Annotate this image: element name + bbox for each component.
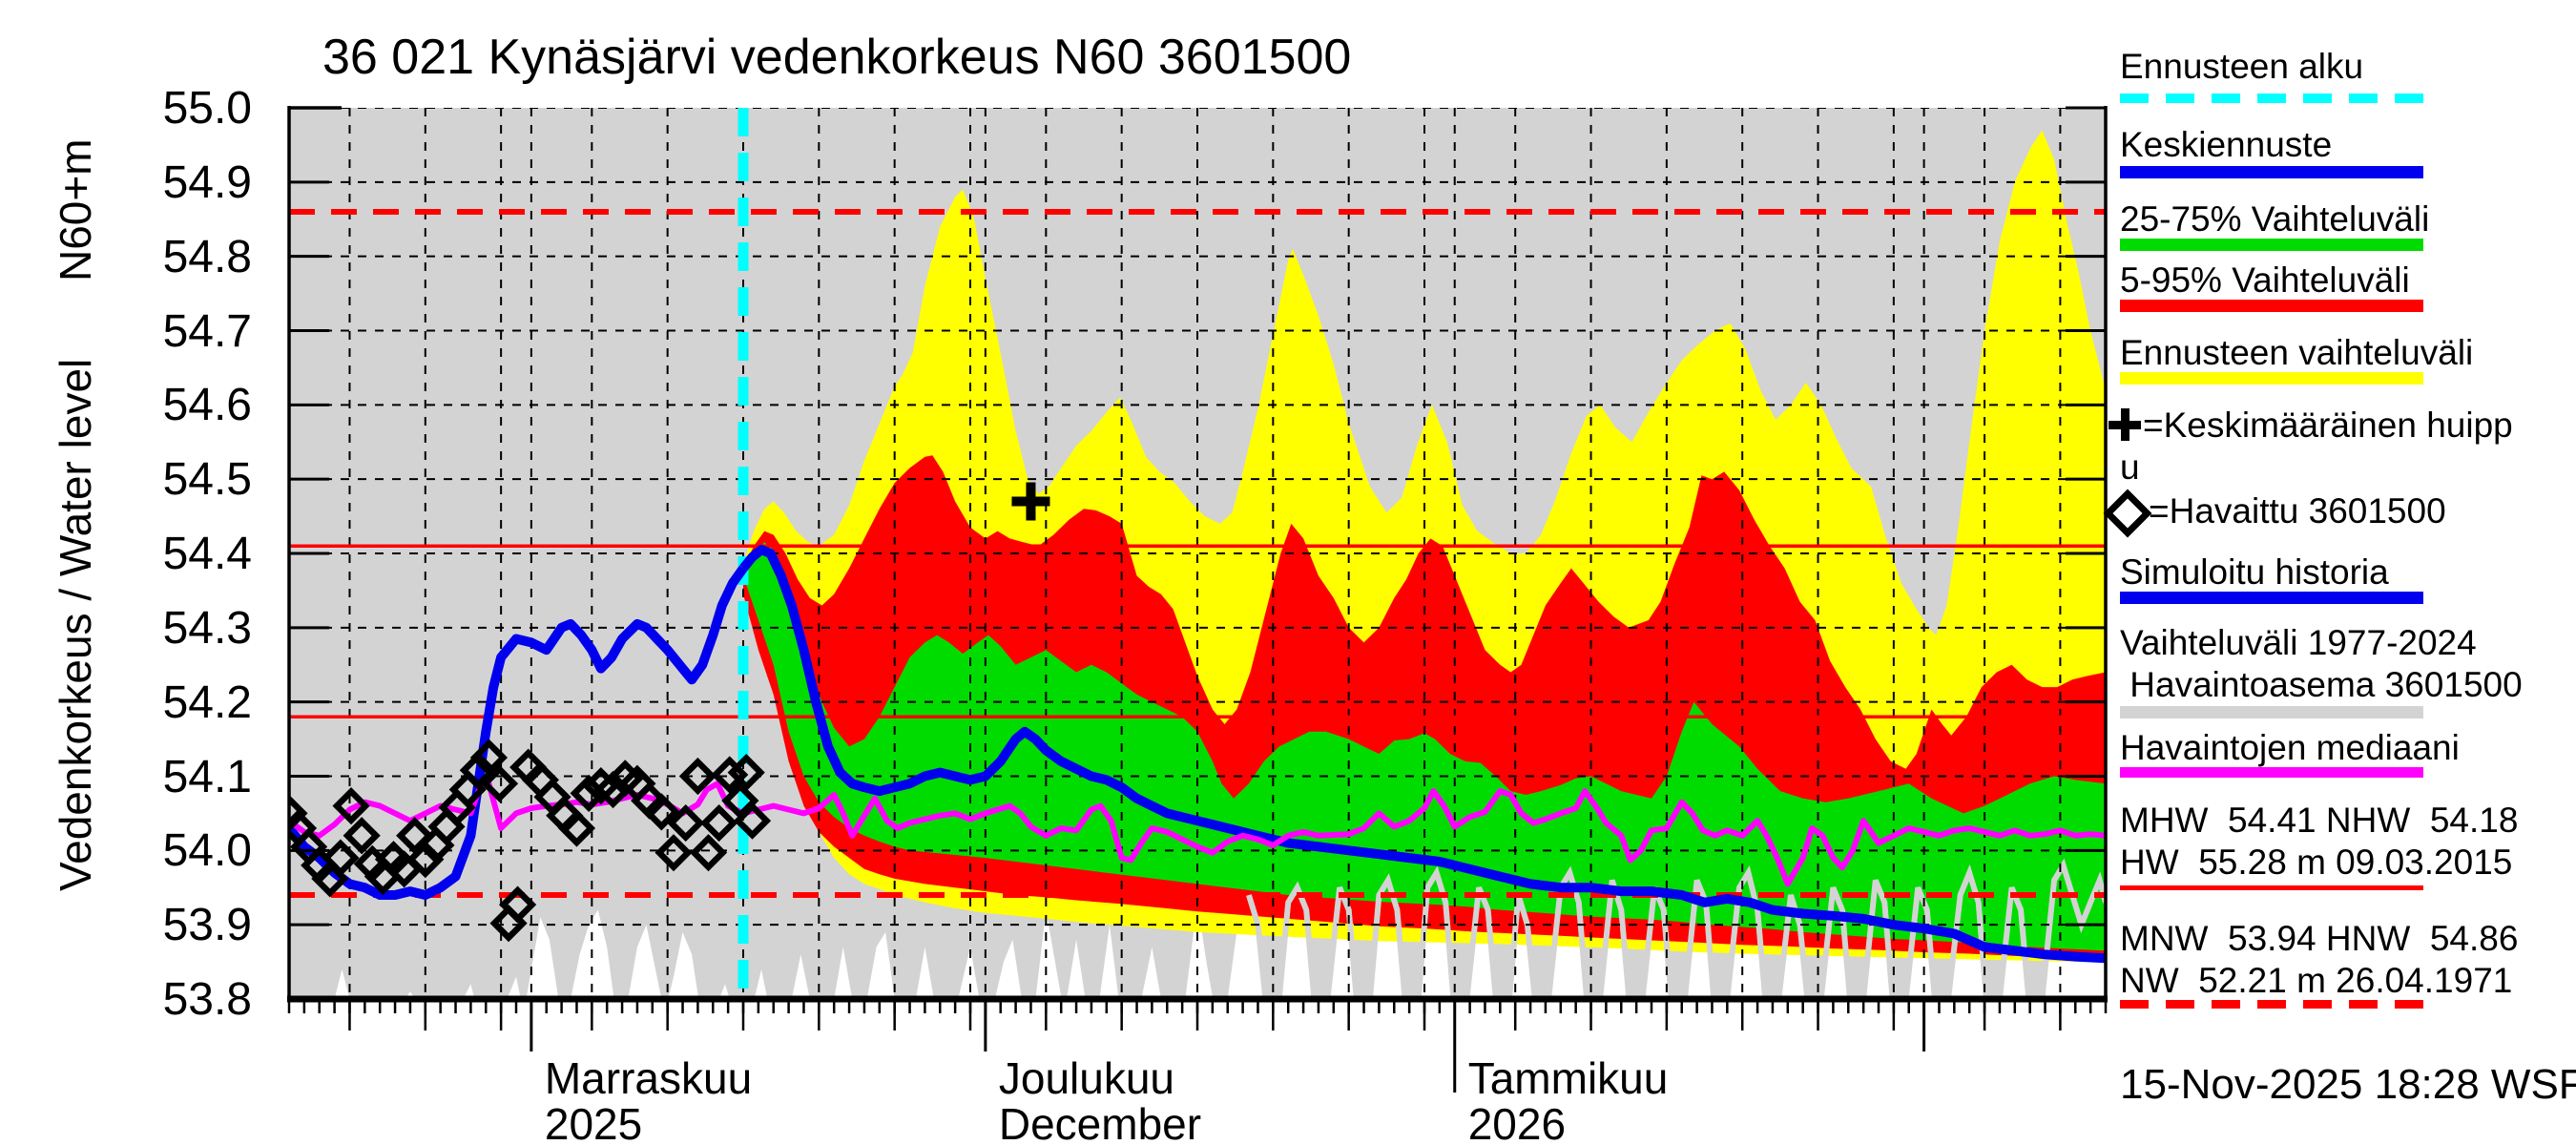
legend-stats-mhw-nhw: MHW 54.41 NHW 54.18 [2120,801,2519,840]
y-tick-label: 54.7 [162,305,252,357]
observed-diamond-marker [289,794,308,833]
legend-label-median-forecast: Keskiennuste [2120,125,2333,164]
legend-stats-nw: NW 52.21 m 26.04.1971 [2120,961,2513,1000]
legend-sample-history-range [2120,706,2423,718]
legend-sample-range-25-75 [2120,239,2423,251]
timestamp-footer: 15-Nov-2025 18:28 WSFS-O [2120,1061,2576,1108]
x-month-label: Joulukuu December [998,1053,1202,1145]
y-tick-label: 53.9 [162,900,252,951]
y-tick-label: 55.0 [162,83,252,134]
history-min-line [1246,858,2106,999]
plus-marker-icon [2109,408,2141,441]
observed-diamond-marker [700,803,738,843]
chart-title: 36 021 Kynäsjärvi vedenkorkeus N60 36015… [322,30,1352,85]
y-tick-label: 54.9 [162,156,252,208]
legend-sample-forecast-start-line [2120,94,2423,103]
diamond-marker-icon [2103,489,2152,538]
observed-diamond-marker [322,839,360,877]
legend-sample-forecast-range [2120,372,2423,385]
legend: Ennusteen alku Keskiennuste 25-75% Vaiht… [2103,0,2576,1050]
legend-sample-median-forecast [2120,166,2423,178]
legend-label-history-range-1: Vaihteluväli 1977-2024 [2120,623,2477,662]
y-tick-label: 54.6 [162,380,252,431]
y-tick-label: 53.8 [162,974,252,1025]
legend-label-forecast-range: Ennusteen vaihteluväli [2120,333,2474,372]
observed-diamond-marker [727,754,765,792]
legend-label-observed: =Havaittu 3601500 [2149,491,2446,531]
legend-label-range-25-75: 25-75% Vaihteluväli [2120,199,2430,239]
y-tick-label: 54.5 [162,454,252,506]
y-tick-label: 54.3 [162,602,252,654]
legend-sample-observed-median [2120,767,2423,778]
y-tick-label: 54.4 [162,529,252,579]
legend-sample-range-5-95 [2120,300,2423,312]
observed-diamond-marker [557,809,596,847]
observed-diamond-marker [498,885,537,924]
observed-diamond-marker [469,739,509,777]
observed-diamond-marker [459,751,497,789]
series-simuloitu-historia [289,565,748,900]
observed-diamond-marker [667,803,705,843]
y-tick-label: 54.1 [162,751,252,802]
observed-diamond-marker [480,764,519,802]
observed-diamond-marker [332,787,370,825]
x-month-label: Marraskuu 2025 [544,1053,753,1145]
legend-label-range-5-95: 5-95% Vaihteluväli [2120,260,2410,300]
legend-label-forecast-start: Ennusteen alku [2120,47,2364,86]
observed-diamond-marker [689,834,728,872]
observed-diamond-marker [711,756,749,794]
observed-diamond-marker [343,817,381,855]
legend-sample-high-water-line [2120,885,2423,890]
legend-sample-simulated-history [2120,592,2423,604]
y-tick-label: 54.8 [162,231,252,282]
observed-diamond-marker [642,793,680,831]
legend-label-history-range-2: Havaintoasema 3601500 [2120,665,2523,704]
legend-label-average-peak-1: =Keskimääräinen huipp [2143,406,2513,445]
legend-label-observed-median: Havaintojen mediaani [2120,728,2460,767]
legend-sample-low-water-line [2120,1000,2423,1009]
legend-stats-hw: HW 55.28 m 09.03.2015 [2120,843,2513,882]
legend-label-simulated-history: Simuloitu historia [2120,552,2389,592]
observed-diamond-marker [654,834,693,872]
y-tick-label: 54.2 [162,677,252,728]
observed-diamond-marker [733,802,772,840]
observed-diamond-marker [678,757,717,796]
legend-stats-mnw-hnw: MNW 53.94 HNW 54.86 [2120,919,2519,958]
observed-diamond-marker [396,817,434,855]
y-tick-label: 54.0 [162,825,252,877]
x-month-label: Tammikuu 2026 [1467,1053,1669,1145]
legend-label-average-peak-2: u [2120,448,2140,487]
series-keskiennuste [739,545,2106,964]
